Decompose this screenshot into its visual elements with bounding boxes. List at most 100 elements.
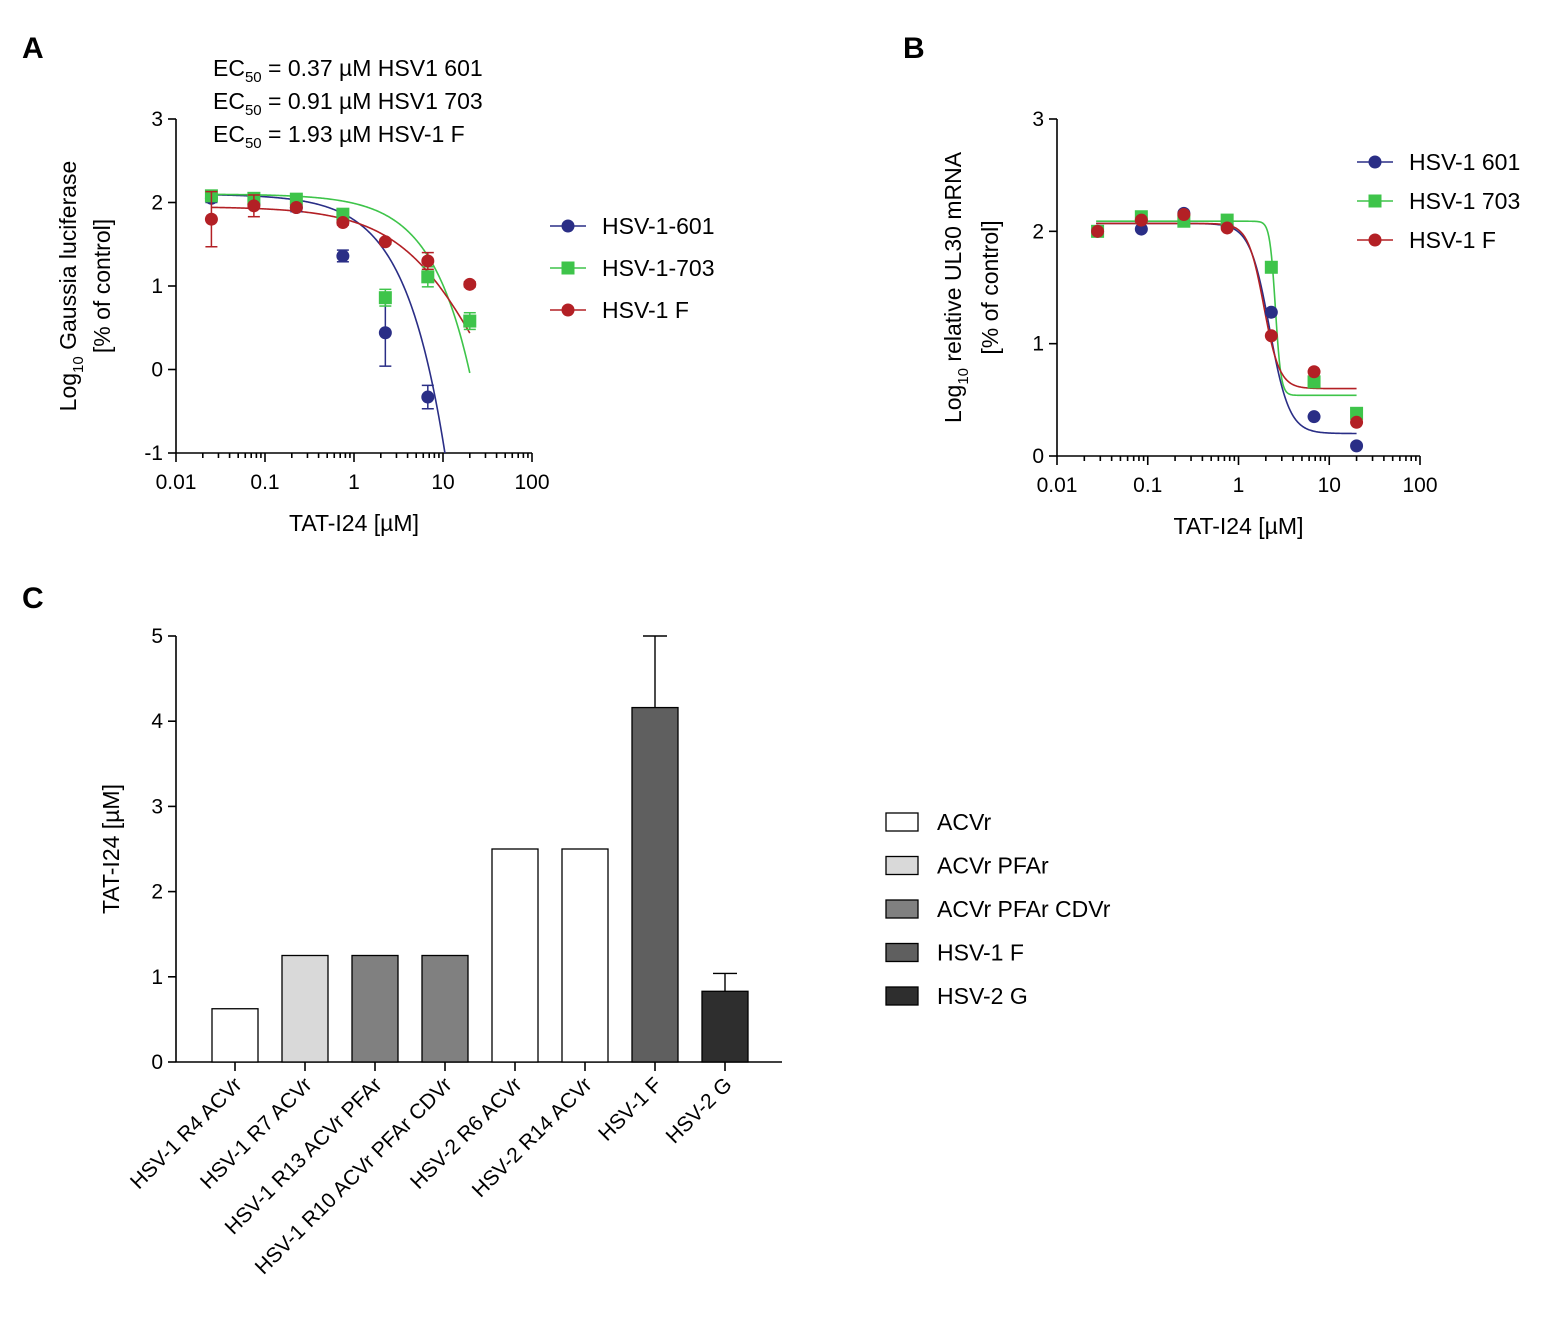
y-tick-label: 3 [1032,108,1044,131]
ec50-annotation: EC50 = 0.91 µM HSV1 703 [213,88,483,119]
x-tick-label: 10 [431,471,454,494]
y-tick-label: 3 [151,108,163,131]
data-point-HSV-1-601 [378,326,392,340]
category-label: HSV-2 G [662,1073,737,1148]
chart-b: 0 1 2 3 0.01 0.1 1 10 100 TAT-I24 [µM] Log10 relat… [940,108,1520,539]
ec50-annotation: EC50 = 1.93 µM HSV-1 F [213,121,465,152]
legend-label: HSV-1 F [602,297,689,323]
x-tick-label: 100 [1402,474,1437,497]
y-axis-title-line2: [% of control] [977,220,1003,354]
x-tick-label: 100 [514,471,549,494]
bar [351,954,399,1063]
data-point-HSV-1-F [289,201,303,215]
legend-swatch [885,986,919,1006]
panel-label-a: A [22,32,44,65]
data-point-HSV-1-F [1264,329,1278,343]
legend-label: ACVr PFAr CDVr [937,896,1111,922]
x-tick-label: 10 [1318,474,1341,497]
bar [211,1008,259,1063]
data-point-HSV-1-F [463,277,477,291]
legend-marker-circle [561,219,575,233]
data-point-HSV-1-F [1220,221,1234,235]
legend-marker-square [561,261,575,275]
data-point-HSV-1-F [378,235,392,249]
y-tick-label: 4 [151,710,163,733]
y-axis-title: TAT-I24 [µM] [98,784,124,914]
chart-a: -1 0 1 2 3 0.01 0.1 1 10 100 TAT-I24 [µM] Log10 Gau… [55,55,715,536]
x-axis-title: TAT-I24 [µM] [289,510,419,536]
data-point-HSV-1-703 [1350,406,1364,420]
data-point-HSV-1-601 [336,249,350,263]
data-point-HSV-1-703 [1264,260,1278,274]
legend-swatch [885,942,919,963]
bar [631,706,679,1063]
y-tick-label: 1 [151,275,163,298]
data-point-HSV-1-F [204,212,218,226]
legend-swatch [885,855,919,876]
data-point-HSV-1-703 [1307,375,1321,389]
y-tick-label: 0 [1032,445,1044,468]
legend-label: HSV-1-703 [602,255,715,281]
data-point-HSV-1-F [1091,224,1105,238]
legend-marker-circle [561,303,575,317]
legend-marker-circle [1368,233,1382,247]
category-label: HSV-1 F [594,1073,666,1145]
x-tick-label: 0.01 [1037,474,1078,497]
data-point-HSV-1-703 [463,314,477,328]
data-point-HSV-1-F [1307,365,1321,379]
legend-swatch [885,812,919,832]
x-tick-label: 0.1 [1133,474,1162,497]
legend-label: HSV-1 F [1409,227,1496,253]
y-tick-label: 1 [151,966,163,989]
legend-label: HSV-1 703 [1409,188,1520,214]
x-axis-title: TAT-I24 [µM] [1174,513,1304,539]
data-point-HSV-1-601 [421,390,435,404]
x-tick-label: 1 [1233,474,1245,497]
data-point-HSV-1-601 [1350,439,1364,453]
y-tick-label: 3 [151,795,163,818]
x-tick-label: 1 [348,471,360,494]
y-tick-label: 2 [1032,220,1044,243]
fit-curve-HSV-1-601 [1096,222,1357,435]
legend-label: HSV-1 F [937,940,1024,966]
y-tick-label: -1 [144,442,163,465]
legend-label: ACVr PFAr [937,853,1049,879]
data-point-HSV-1-601 [1307,410,1321,424]
legend-marker-square [1368,194,1382,208]
data-point-HSV-1-F [336,216,350,230]
y-tick-label: 0 [151,359,163,382]
y-axis-title-line2: [% of control] [89,219,115,353]
y-tick-label: 0 [151,1051,163,1074]
bar [421,954,469,1063]
bar [561,848,609,1063]
legend-label: ACVr [937,809,991,835]
bar [281,954,329,1063]
y-tick-label: 5 [151,625,163,648]
data-point-HSV-1-F [421,254,435,268]
data-point-HSV-1-F [1177,207,1191,221]
y-axis-title: Log10 Gaussia luciferase [55,161,87,412]
data-point-HSV-1-F [1134,213,1148,227]
data-point-HSV-1-703 [378,291,392,305]
legend-marker-circle [1368,155,1382,169]
ec50-annotation: EC50 = 0.37 µM HSV1 601 [213,55,483,86]
data-point-HSV-1-601 [1264,305,1278,319]
data-point-HSV-1-703 [421,270,435,284]
bar [491,848,539,1063]
legend-swatch [885,899,919,919]
panel-label-c: C [22,582,44,615]
y-tick-label: 2 [151,192,163,215]
legend-label: HSV-2 G [937,983,1028,1009]
y-tick-label: 1 [1032,333,1044,356]
x-tick-label: 0.01 [156,471,197,494]
fit-curve-HSV-1-F [1096,222,1357,390]
data-point-HSV-1-F [247,199,261,213]
x-tick-label: 0.1 [250,471,279,494]
y-axis-title: Log10 relative UL30 mRNA [940,151,972,423]
bar [701,990,749,1063]
legend-label: HSV-1 601 [1409,149,1520,175]
panel-label-b: B [903,32,925,65]
category-label: HSV-2 R14 ACVr [468,1073,597,1202]
